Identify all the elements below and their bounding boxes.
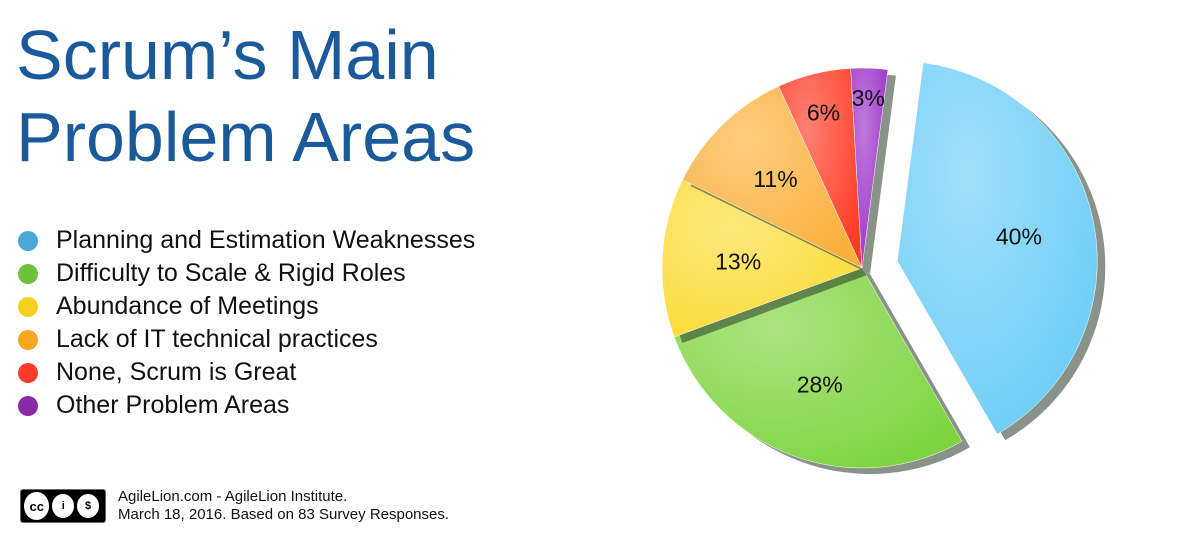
legend-item: None, Scrum is Great <box>18 356 475 389</box>
legend-marker <box>18 395 38 416</box>
pie-chart: 40% 28% 13% 11% 6% 3% <box>661 62 1106 474</box>
pie-slice-highlight <box>662 179 862 337</box>
legend-item: Lack of IT technical practices <box>18 323 475 356</box>
legend-label: Planning and Estimation Weaknesses <box>56 226 476 254</box>
legend-item: Planning and Estimation Weaknesses <box>18 224 475 257</box>
pie-slice-highlight <box>778 68 862 268</box>
pie-data-label: 28% <box>797 372 843 398</box>
footer: cc i $ AgileLion.com - AgileLion Institu… <box>20 488 449 524</box>
pie-slices <box>661 62 1106 474</box>
title-line-1: Scrum’s Main <box>16 16 439 94</box>
legend-item: Abundance of Meetings <box>18 290 475 323</box>
pie-slice-highlight <box>682 86 862 268</box>
footer-line-2: March 18, 2016. Based on 83 Survey Respo… <box>118 506 450 523</box>
pie-labels: 40% 28% 13% 11% 6% 3% <box>715 85 1042 397</box>
legend-marker <box>18 296 38 317</box>
footer-credit: AgileLion.com - AgileLion Institute. Mar… <box>118 488 449 524</box>
legend-label: Other Problem Areas <box>56 391 290 419</box>
legend-item: Other Problem Areas <box>18 389 475 422</box>
pie-data-label: 40% <box>996 224 1042 250</box>
pie-slice-highlight <box>850 68 888 268</box>
legend-label: Difficulty to Scale & Rigid Roles <box>56 259 406 287</box>
footer-line-1: AgileLion.com - AgileLion Institute. <box>118 488 348 505</box>
pie-slice-highlight <box>897 62 1098 435</box>
pie-data-label: 13% <box>715 249 761 275</box>
legend-label: Abundance of Meetings <box>56 292 319 320</box>
legend-marker <box>18 263 38 284</box>
legend-label: None, Scrum is Great <box>56 358 297 386</box>
cc-by-nc-icon: cc i $ <box>20 489 106 523</box>
legend-label: Lack of IT technical practices <box>56 325 378 353</box>
pie-data-label: 3% <box>852 85 885 111</box>
legend-marker <box>18 329 38 350</box>
title-line-2: Problem Areas <box>16 98 476 176</box>
legend-item: Difficulty to Scale & Rigid Roles <box>18 257 475 290</box>
legend-marker <box>18 362 38 383</box>
pie-data-label: 6% <box>807 100 840 126</box>
page-title: Scrum’s Main Problem Areas <box>16 14 475 178</box>
chart-legend: Planning and Estimation Weaknesses Diffi… <box>18 224 475 422</box>
pie-data-label: 11% <box>753 166 797 192</box>
legend-marker <box>18 230 38 251</box>
